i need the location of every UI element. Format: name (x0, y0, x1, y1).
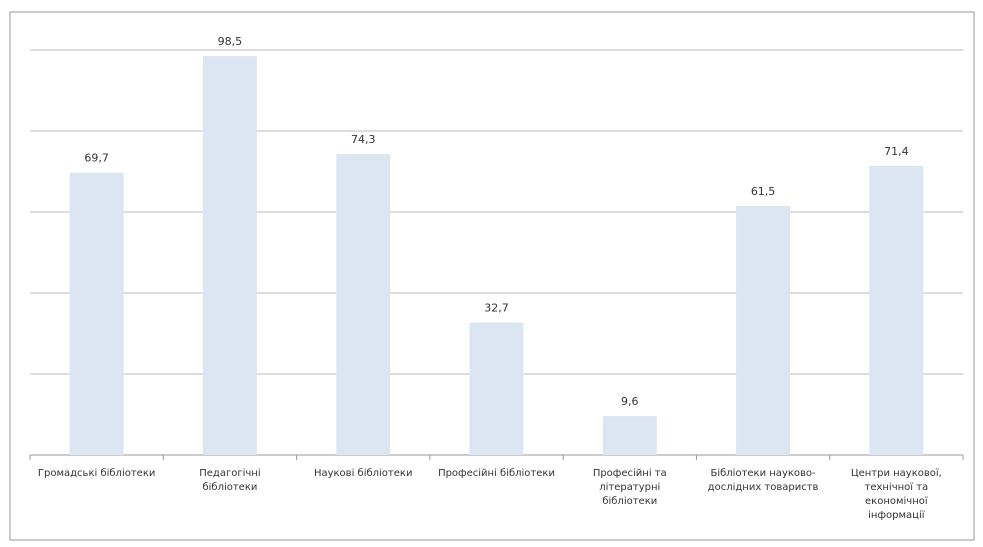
bar (736, 205, 791, 455)
value-label: 69,7 (84, 152, 109, 165)
x-tick-label: Професійні бібліотеки (438, 468, 555, 479)
x-tick-label: Бібліотеки науково-дослідних товариств (707, 468, 819, 493)
frame (9, 11, 975, 541)
bar (602, 416, 657, 455)
x-tick-label: Центри наукової, технічної та економічно… (850, 468, 942, 521)
value-label: 98,5 (218, 35, 243, 48)
bar (202, 56, 257, 455)
x-tick-label: Наукові бібліотеки (313, 468, 413, 479)
value-label: 71,4 (884, 145, 909, 158)
value-label: 74,3 (351, 133, 376, 146)
x-tick-label: Педагогічні бібліотеки (199, 468, 261, 493)
bar (869, 165, 924, 455)
value-label: 32,7 (484, 302, 509, 315)
x-tick-label: Професійні та літературні бібліотеки (592, 468, 667, 507)
value-label: 61,5 (751, 185, 776, 198)
bar (336, 154, 391, 455)
x-tick-label: Громадські бібліотеки (37, 468, 156, 479)
value-label: 9,6 (621, 395, 639, 408)
bar (69, 172, 124, 455)
bar (469, 322, 524, 455)
